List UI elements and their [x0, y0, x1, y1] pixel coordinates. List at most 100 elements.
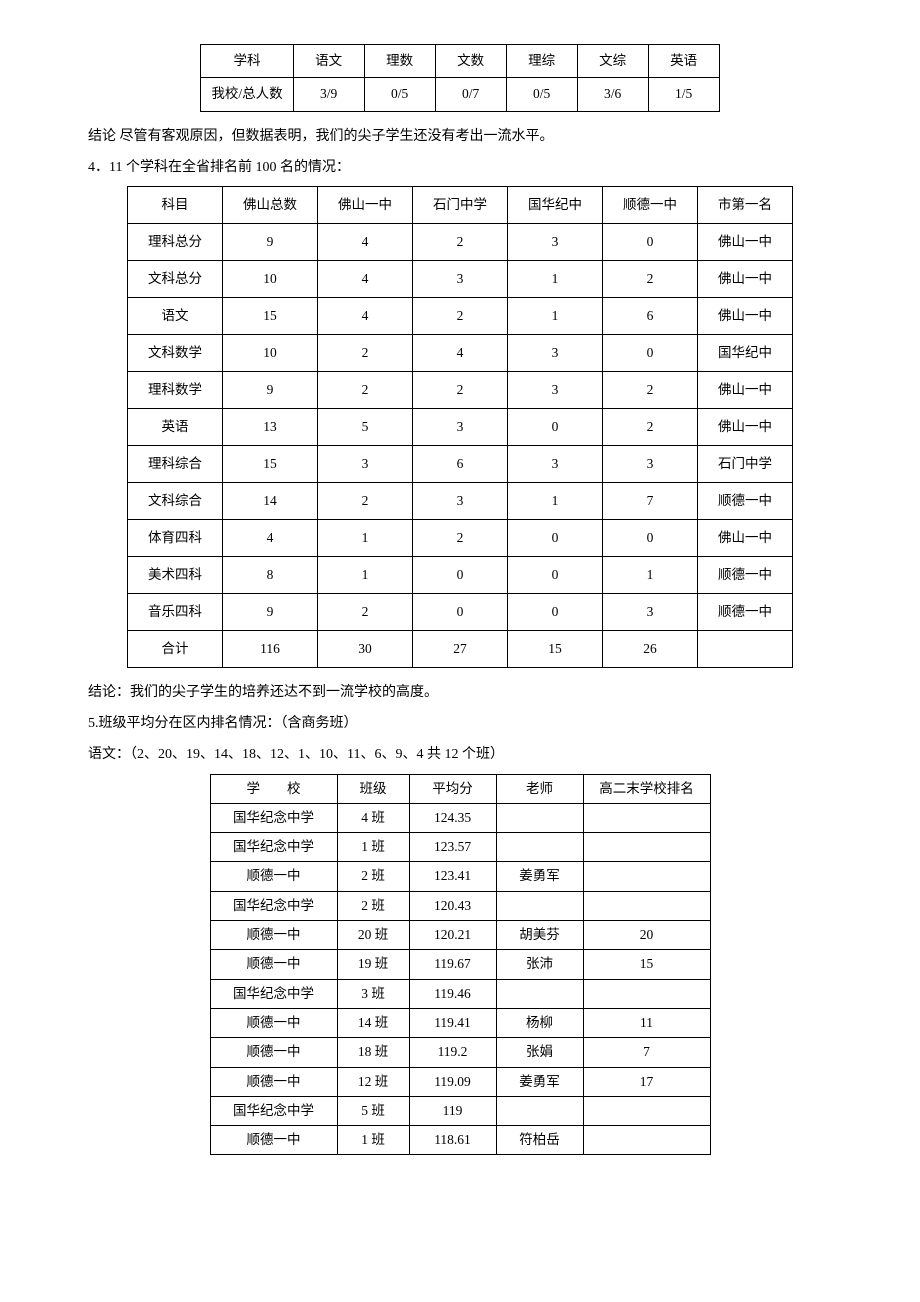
header-cell: 理综: [506, 45, 577, 78]
data-cell: [583, 1096, 710, 1125]
data-cell: 1 班: [337, 833, 409, 862]
data-cell: 13: [223, 408, 318, 445]
data-cell: 4: [318, 223, 413, 260]
table-row: 国华纪念中学1 班123.57: [210, 833, 710, 862]
table-row: 美术四科81001顺德一中: [128, 556, 793, 593]
data-cell: [583, 979, 710, 1008]
data-cell: 顺德一中: [210, 1067, 337, 1096]
data-cell: 2: [603, 260, 698, 297]
data-cell: 佛山一中: [698, 519, 793, 556]
data-cell: 张娟: [496, 1038, 583, 1067]
data-cell: 体育四科: [128, 519, 223, 556]
data-cell: 10: [223, 334, 318, 371]
header-cell: 语文: [293, 45, 364, 78]
data-cell: 2: [413, 297, 508, 334]
data-cell: 国华纪念中学: [210, 833, 337, 862]
data-cell: 119.2: [409, 1038, 496, 1067]
data-cell: 14 班: [337, 1008, 409, 1037]
data-cell: 国华纪念中学: [210, 803, 337, 832]
data-cell: 2 班: [337, 891, 409, 920]
data-cell: 杨柳: [496, 1008, 583, 1037]
data-cell: 119.41: [409, 1008, 496, 1037]
data-cell: 胡美芬: [496, 921, 583, 950]
data-cell: 2: [318, 371, 413, 408]
data-cell: 0: [508, 556, 603, 593]
table-row: 文科总分104312佛山一中: [128, 260, 793, 297]
table-row: 国华纪念中学2 班120.43: [210, 891, 710, 920]
data-cell: 顺德一中: [698, 556, 793, 593]
table-row: 顺德一中12 班119.09姜勇军17: [210, 1067, 710, 1096]
table-row: 我校/总人数 3/9 0/5 0/7 0/5 3/6 1/5: [201, 78, 719, 111]
table-row: 国华纪念中学3 班119.46: [210, 979, 710, 1008]
data-cell: 3/9: [293, 78, 364, 111]
data-cell: 国华纪念中学: [210, 979, 337, 1008]
data-cell: 美术四科: [128, 556, 223, 593]
class-average-table: 学 校班级平均分老师高二末学校排名国华纪念中学4 班124.35国华纪念中学1 …: [210, 774, 711, 1156]
data-cell: 0: [603, 223, 698, 260]
table-row: 学科 语文 理数 文数 理综 文综 英语: [201, 45, 719, 78]
table-row: 顺德一中18 班119.2张娟7: [210, 1038, 710, 1067]
header-cell: 平均分: [409, 774, 496, 803]
data-cell: 4: [413, 334, 508, 371]
data-cell: 1/5: [648, 78, 719, 111]
data-cell: 11: [583, 1008, 710, 1037]
data-cell: 15: [223, 445, 318, 482]
header-cell: 班级: [337, 774, 409, 803]
data-cell: 1: [318, 556, 413, 593]
data-cell: 7: [603, 482, 698, 519]
data-cell: 英语: [128, 408, 223, 445]
data-cell: 3: [603, 445, 698, 482]
header-cell: 老师: [496, 774, 583, 803]
data-cell: 123.41: [409, 862, 496, 891]
data-cell: 0/5: [364, 78, 435, 111]
data-cell: 0/5: [506, 78, 577, 111]
data-cell: 3: [413, 260, 508, 297]
data-cell: 顺德一中: [210, 921, 337, 950]
table-row: 文科综合142317顺德一中: [128, 482, 793, 519]
data-cell: 张沛: [496, 950, 583, 979]
conclusion-text: 结论：我们的尖子学生的培养还达不到一流学校的高度。: [60, 680, 860, 705]
header-cell: 学 校: [210, 774, 337, 803]
data-cell: 6: [603, 297, 698, 334]
table-row: 科目佛山总数佛山一中石门中学国华纪中顺德一中市第一名: [128, 186, 793, 223]
data-cell: [583, 862, 710, 891]
table-row: 音乐四科92003顺德一中: [128, 593, 793, 630]
data-cell: 119: [409, 1096, 496, 1125]
header-cell: 文综: [577, 45, 648, 78]
table-row: 顺德一中19 班119.67张沛15: [210, 950, 710, 979]
data-cell: 1: [508, 297, 603, 334]
data-cell: 27: [413, 630, 508, 667]
header-cell: 理数: [364, 45, 435, 78]
data-cell: 4: [223, 519, 318, 556]
data-cell: 123.57: [409, 833, 496, 862]
data-cell: 116: [223, 630, 318, 667]
data-cell: 佛山一中: [698, 408, 793, 445]
data-cell: 3/6: [577, 78, 648, 111]
data-cell: 石门中学: [698, 445, 793, 482]
table-row: 英语135302佛山一中: [128, 408, 793, 445]
table-row: 顺德一中2 班123.41姜勇军: [210, 862, 710, 891]
data-cell: [496, 979, 583, 1008]
data-cell: 20: [583, 921, 710, 950]
data-cell: [496, 1096, 583, 1125]
data-cell: [583, 803, 710, 832]
data-cell: 15: [223, 297, 318, 334]
subject-ratio-table: 学科 语文 理数 文数 理综 文综 英语 我校/总人数 3/9 0/5 0/7 …: [200, 44, 719, 112]
header-cell: 高二末学校排名: [583, 774, 710, 803]
data-cell: 18 班: [337, 1038, 409, 1067]
header-cell: 国华纪中: [508, 186, 603, 223]
header-cell: 科目: [128, 186, 223, 223]
table-row: 顺德一中14 班119.41杨柳11: [210, 1008, 710, 1037]
section-heading: 5.班级平均分在区内排名情况：（含商务班）: [60, 711, 860, 736]
data-cell: 理科总分: [128, 223, 223, 260]
data-cell: 0: [413, 593, 508, 630]
data-cell: 国华纪念中学: [210, 891, 337, 920]
data-cell: 3: [508, 445, 603, 482]
data-cell: 3: [508, 371, 603, 408]
data-cell: 2: [318, 482, 413, 519]
table-row: 合计11630271526: [128, 630, 793, 667]
data-cell: [496, 891, 583, 920]
data-cell: 3 班: [337, 979, 409, 1008]
data-cell: 12 班: [337, 1067, 409, 1096]
data-cell: 顺德一中: [210, 1126, 337, 1155]
